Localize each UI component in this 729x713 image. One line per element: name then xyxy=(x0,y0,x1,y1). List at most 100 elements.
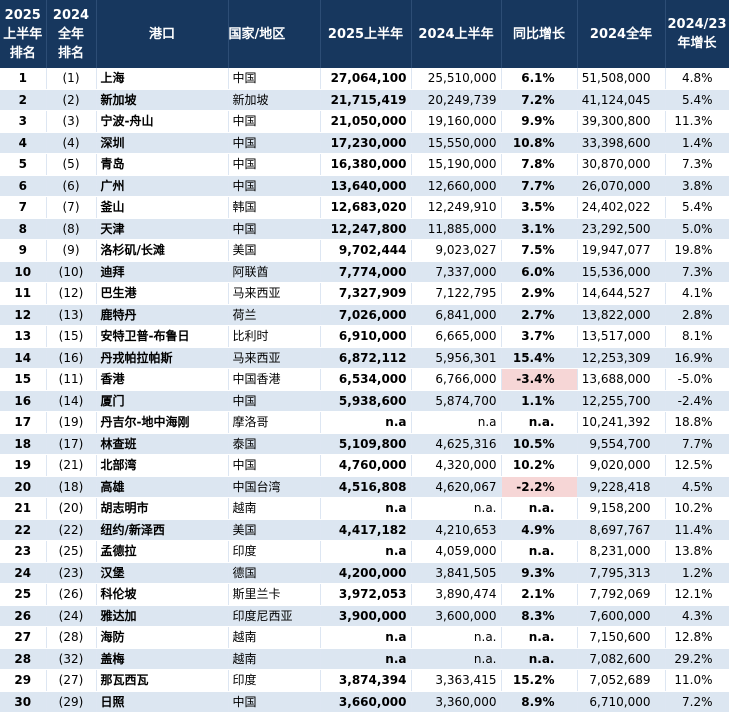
yoy-growth-cell: 3.1% xyxy=(501,218,578,240)
table-row: 25 (26) 科伦坡 斯里兰卡 3,972,053 3,890,474 2.1% 7,792… xyxy=(0,583,729,606)
h1-2024-cell: n.a. xyxy=(411,648,502,670)
h1-2024-cell: 4,059,000 xyxy=(411,540,502,563)
port-name-cell: 海防 xyxy=(96,626,229,649)
h1-2025-cell: 7,327,909 xyxy=(320,282,412,305)
prev-rank-cell: (5) xyxy=(46,153,97,176)
table-row: 3 (3) 宁波-舟山 中国 21,050,000 19,160,000 9.9% 39,30… xyxy=(0,110,729,133)
port-name-cell: 安特卫普-布鲁日 xyxy=(96,325,229,348)
table-body: 1 (1) 上海 中国 27,064,100 25,510,000 6.1% 51,508,0… xyxy=(0,68,729,713)
table-row: 30 (29) 日照 中国 3,660,000 3,360,000 8.9% 6,710,00… xyxy=(0,691,729,713)
annual-growth-cell: 4.1% xyxy=(665,282,729,305)
h1-2024-cell: 6,665,000 xyxy=(411,325,502,348)
country-cell: 德国 xyxy=(228,562,321,584)
h1-2024-cell: 20,249,739 xyxy=(411,89,502,111)
yoy-growth-cell: 6.1% xyxy=(501,68,578,90)
h1-2024-cell: 25,510,000 xyxy=(411,68,502,90)
h1-2025-cell: 16,380,000 xyxy=(320,153,412,176)
h1-2025-cell: 6,534,000 xyxy=(320,368,412,391)
port-name-cell: 科伦坡 xyxy=(96,583,229,606)
table-row: 28 (32) 盖梅 越南 n.a n.a. n.a. 7,082,600 29.2% xyxy=(0,648,729,670)
rank-cell: 28 xyxy=(0,648,47,670)
header-rank-2024-line2: 全年 xyxy=(57,26,84,42)
prev-rank-cell: (25) xyxy=(46,540,97,563)
rank-cell: 22 xyxy=(0,519,47,541)
country-cell: 摩洛哥 xyxy=(228,411,321,434)
yoy-growth-cell: 7.7% xyxy=(501,175,578,197)
prev-rank-cell: (32) xyxy=(46,648,97,670)
full-2024-cell: 39,300,800 xyxy=(577,110,666,133)
rank-cell: 5 xyxy=(0,153,47,176)
table-row: 15 (11) 香港 中国香港 6,534,000 6,766,000 -3.4% 13,68… xyxy=(0,368,729,391)
h1-2024-cell: 7,337,000 xyxy=(411,261,502,283)
prev-rank-cell: (4) xyxy=(46,132,97,154)
full-2024-cell: 7,600,000 xyxy=(577,605,666,627)
rank-cell: 17 xyxy=(0,411,47,434)
table-row: 29 (27) 那瓦西瓦 印度 3,874,394 3,363,415 15.2% 7,052… xyxy=(0,669,729,692)
full-2024-cell: 14,644,527 xyxy=(577,282,666,305)
rank-cell: 26 xyxy=(0,605,47,627)
h1-2025-cell: 13,640,000 xyxy=(320,175,412,197)
header-rank-2024-line1: 2024 xyxy=(52,7,90,23)
table-row: 19 (21) 北部湾 中国 4,760,000 4,320,000 10.2% 9,020,… xyxy=(0,454,729,477)
full-2024-cell: 26,070,000 xyxy=(577,175,666,197)
yoy-growth-cell: 10.5% xyxy=(501,433,578,455)
annual-growth-cell: 2.8% xyxy=(665,304,729,326)
header-rank-2025: 2025 上半年 排名 xyxy=(0,0,47,68)
yoy-growth-cell: 4.9% xyxy=(501,519,578,541)
annual-growth-cell: 12.1% xyxy=(665,583,729,606)
yoy-growth-cell: n.a. xyxy=(501,497,578,520)
yoy-growth-cell: 3.7% xyxy=(501,325,578,348)
h1-2025-cell: 4,760,000 xyxy=(320,454,412,477)
h1-2024-cell: n.a. xyxy=(411,626,502,649)
port-name-cell: 厦门 xyxy=(96,390,229,412)
yoy-growth-cell: 2.7% xyxy=(501,304,578,326)
table-row: 2 (2) 新加坡 新加坡 21,715,419 20,249,739 7.2% 41,124… xyxy=(0,89,729,111)
port-name-cell: 高雄 xyxy=(96,476,229,498)
port-name-cell: 香港 xyxy=(96,368,229,391)
h1-2024-cell: 12,249,910 xyxy=(411,196,502,219)
full-2024-cell: 6,710,000 xyxy=(577,691,666,713)
header-h1-2025: 2025上半年 xyxy=(320,0,412,68)
h1-2025-cell: 3,660,000 xyxy=(320,691,412,713)
country-cell: 中国 xyxy=(228,218,321,240)
h1-2025-cell: 5,938,600 xyxy=(320,390,412,412)
country-cell: 中国香港 xyxy=(228,368,321,391)
table-row: 17 (19) 丹吉尔-地中海刚 摩洛哥 n.a n.a n.a. 10,241,392 18.… xyxy=(0,411,729,434)
header-rank-2025-line1: 2025 xyxy=(4,7,41,23)
prev-rank-cell: (18) xyxy=(46,476,97,498)
prev-rank-cell: (28) xyxy=(46,626,97,649)
header-country: 国家/地区 xyxy=(228,0,321,68)
h1-2024-cell: 5,874,700 xyxy=(411,390,502,412)
h1-2024-cell: 3,890,474 xyxy=(411,583,502,606)
rank-cell: 7 xyxy=(0,196,47,219)
h1-2024-cell: 5,956,301 xyxy=(411,347,502,369)
full-2024-cell: 9,158,200 xyxy=(577,497,666,520)
port-name-cell: 丹吉尔-地中海刚 xyxy=(96,411,229,434)
h1-2024-cell: 4,625,316 xyxy=(411,433,502,455)
full-2024-cell: 8,697,767 xyxy=(577,519,666,541)
rank-cell: 11 xyxy=(0,282,47,305)
rank-cell: 6 xyxy=(0,175,47,197)
rank-cell: 25 xyxy=(0,583,47,606)
country-cell: 泰国 xyxy=(228,433,321,455)
annual-growth-cell: 8.1% xyxy=(665,325,729,348)
annual-growth-cell: 5.4% xyxy=(665,89,729,111)
yoy-growth-cell: 7.8% xyxy=(501,153,578,176)
h1-2024-cell: 12,660,000 xyxy=(411,175,502,197)
port-name-cell: 雅达加 xyxy=(96,605,229,627)
country-cell: 斯里兰卡 xyxy=(228,583,321,606)
h1-2024-cell: 6,841,000 xyxy=(411,304,502,326)
prev-rank-cell: (6) xyxy=(46,175,97,197)
port-name-cell: 宁波-舟山 xyxy=(96,110,229,133)
prev-rank-cell: (16) xyxy=(46,347,97,369)
yoy-growth-cell: 10.8% xyxy=(501,132,578,154)
prev-rank-cell: (27) xyxy=(46,669,97,692)
country-cell: 中国 xyxy=(228,390,321,412)
rank-cell: 18 xyxy=(0,433,47,455)
port-name-cell: 上海 xyxy=(96,68,229,90)
country-cell: 韩国 xyxy=(228,196,321,219)
annual-growth-cell: 4.8% xyxy=(665,68,729,90)
table-row: 8 (8) 天津 中国 12,247,800 11,885,000 3.1% 23,292,5… xyxy=(0,218,729,240)
country-cell: 中国 xyxy=(228,132,321,154)
